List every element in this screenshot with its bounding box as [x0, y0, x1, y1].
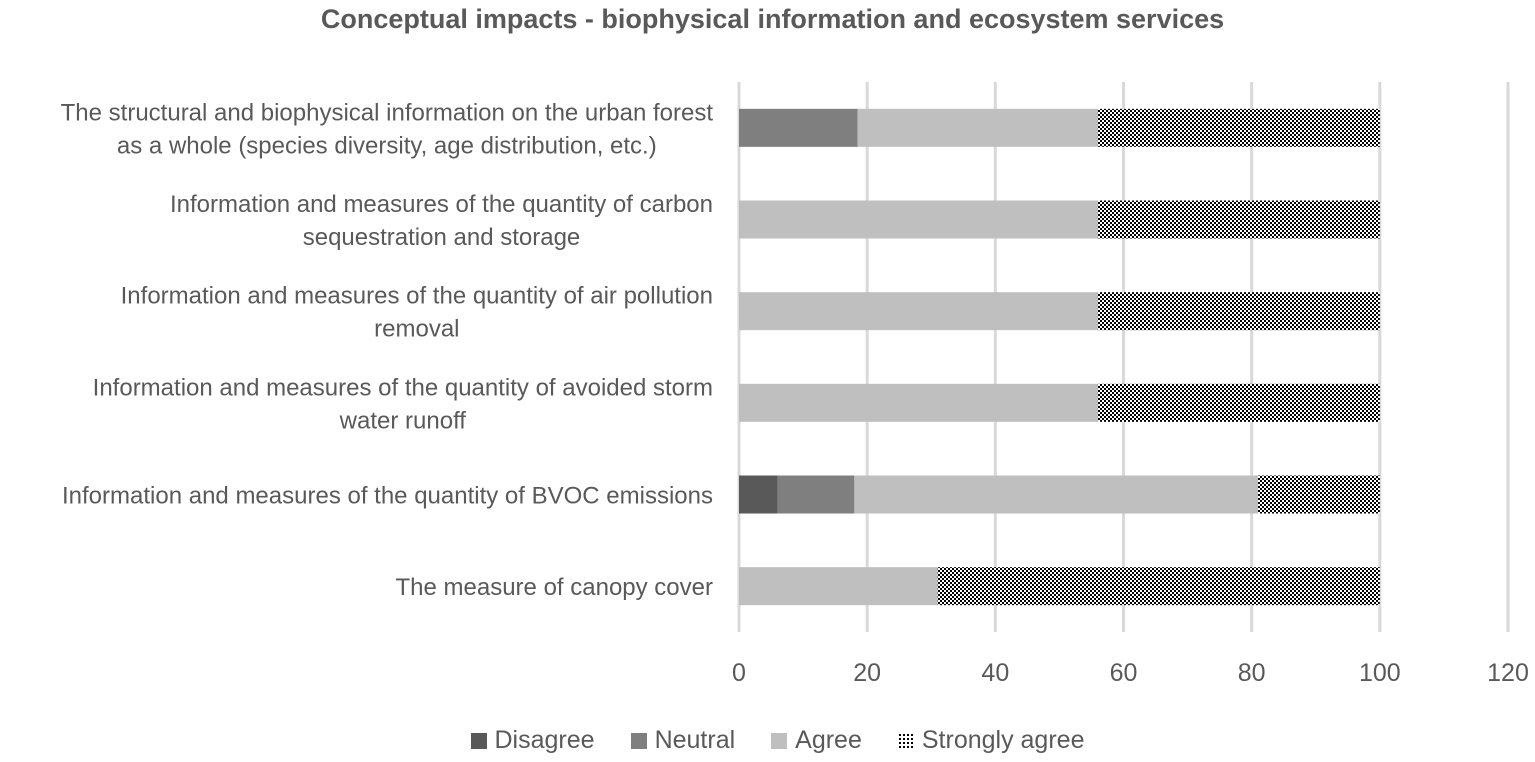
- legend-swatch: [630, 732, 647, 749]
- legend-item-disagree: Disagree: [470, 726, 595, 755]
- x-tick-label: 100: [1359, 659, 1401, 687]
- legend-swatch: [897, 732, 914, 749]
- legend-item-agree: Agree: [771, 726, 862, 755]
- bar-agree: [739, 200, 1098, 239]
- category-label: The measure of canopy cover: [396, 574, 714, 601]
- category-label: Information and measures of the quantity…: [170, 191, 713, 218]
- legend-swatch: [771, 732, 788, 749]
- bar-agree: [739, 383, 1098, 422]
- x-tick-label: 40: [981, 659, 1009, 687]
- legend-label: Agree: [795, 726, 862, 754]
- bar-neutral: [739, 108, 858, 147]
- legend-swatch: [470, 732, 487, 749]
- category-label: Information and measures of the quantity…: [121, 283, 713, 310]
- x-tick-label: 80: [1238, 659, 1266, 687]
- category-label: sequestration and storage: [303, 224, 581, 251]
- legend-item-strongly-agree: Strongly agree: [897, 726, 1085, 755]
- bar-strongly-agree: [1097, 383, 1380, 422]
- x-tick-label: 0: [732, 659, 746, 687]
- bar-strongly-agree: [1097, 200, 1380, 239]
- legend: Disagree Neutral Agree Strongly agree: [0, 726, 1535, 755]
- x-tick-label: 60: [1110, 659, 1138, 687]
- x-tick-label: 120: [1487, 659, 1529, 687]
- category-label: water runoff: [339, 407, 467, 434]
- bar-strongly-agree: [1258, 475, 1380, 514]
- category-label: Information and measures of the quantity…: [93, 374, 713, 401]
- chart-title: Conceptual impacts - biophysical informa…: [320, 4, 1225, 34]
- legend-label: Disagree: [494, 726, 595, 754]
- category-label: removal: [374, 316, 459, 343]
- bar-strongly-agree: [937, 567, 1380, 606]
- legend-label: Strongly agree: [921, 726, 1085, 754]
- bar-disagree: [739, 475, 778, 514]
- bar-agree: [739, 567, 938, 606]
- bar-strongly-agree: [1097, 108, 1380, 147]
- bar-neutral: [777, 475, 855, 514]
- chart-plot: The structural and biophysical informati…: [61, 82, 1529, 687]
- legend-item-neutral: Neutral: [630, 726, 736, 755]
- category-label: The structural and biophysical informati…: [61, 99, 714, 126]
- bar-agree: [739, 292, 1098, 331]
- legend-label: Neutral: [654, 726, 736, 754]
- bar-agree: [857, 108, 1098, 147]
- category-label: Information and measures of the quantity…: [62, 483, 713, 510]
- bar-strongly-agree: [1097, 292, 1380, 331]
- bar-agree: [854, 475, 1259, 514]
- category-label: as a whole (species diversity, age distr…: [117, 132, 657, 159]
- x-tick-label: 20: [853, 659, 881, 687]
